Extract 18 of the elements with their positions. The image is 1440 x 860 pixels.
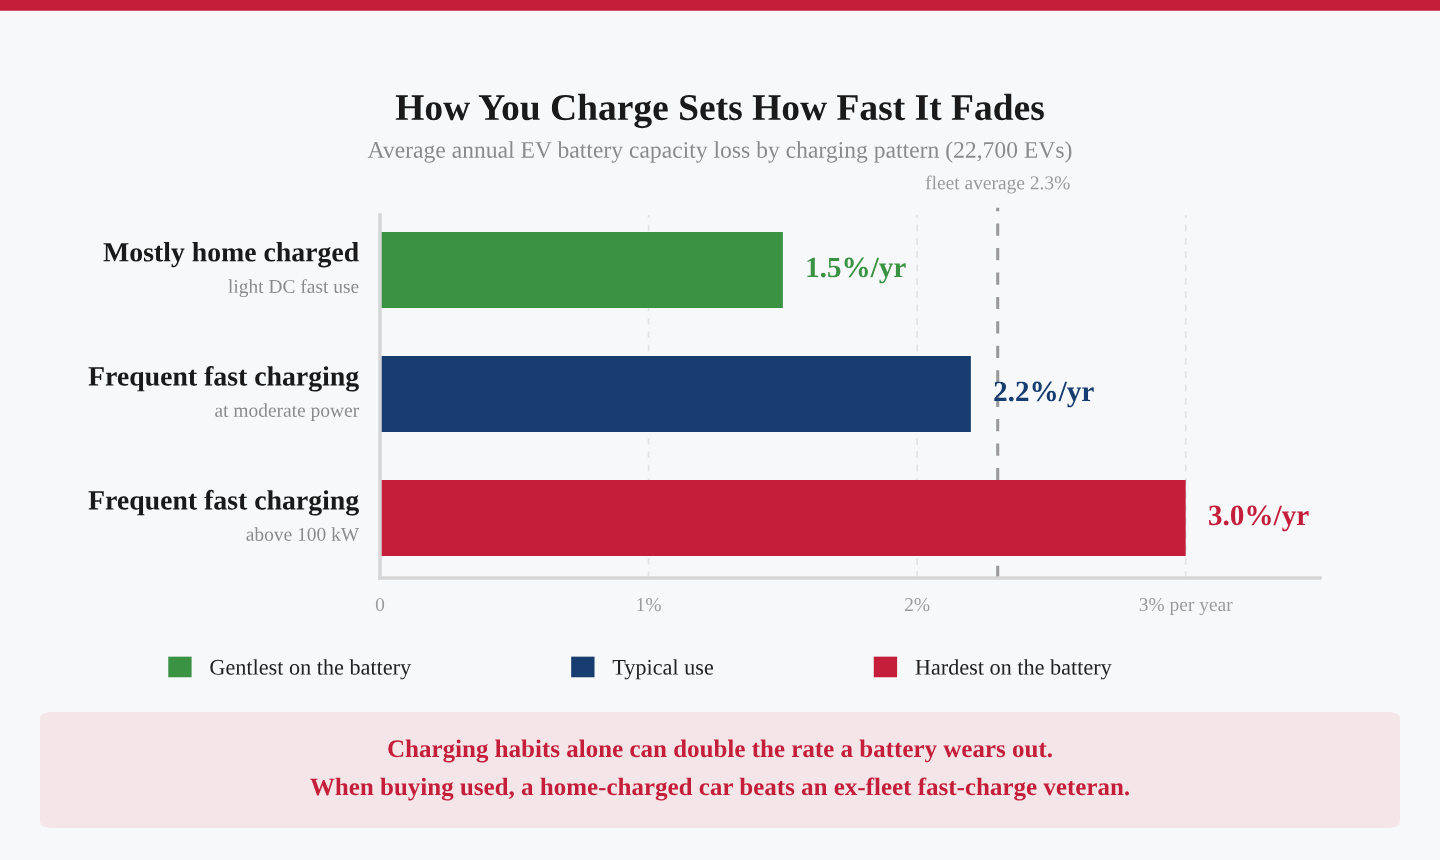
y-tick-label: Frequent fast charging at moderate power xyxy=(88,365,359,421)
x-tick-label: 0 xyxy=(375,598,385,612)
legend-label: Typical use xyxy=(612,659,714,680)
data-label: 3.0%/yr xyxy=(1209,505,1309,532)
chart-title: How You Charge Sets How Fast It Fades xyxy=(395,93,1044,129)
legend-label: Gentlest on the battery xyxy=(210,659,412,680)
data-label: 2.2%/yr xyxy=(994,381,1094,408)
chart-subtitle: Average annual EV battery capacity loss by charging pattern (22,700 EVs) xyxy=(367,141,1072,163)
data-label: 1.5%/yr xyxy=(807,257,906,284)
ref-line-label: fleet average 2.3% xyxy=(925,175,1070,194)
text: Charging habits alone can double the rate a battery wears out. xyxy=(388,739,1052,763)
legend-label: Hardest on the battery xyxy=(915,659,1112,680)
x-tick-label: 2% xyxy=(905,598,930,612)
x-tick-label: 1% xyxy=(637,598,661,612)
text: When buying used, a home-charged car beats an ex-fleet fast-charge veteran. xyxy=(310,777,1130,801)
x-tick-label: 3% per year xyxy=(1139,597,1233,616)
y-tick-label: Mostly home charged light DC fast use xyxy=(103,242,359,298)
y-tick-label: Frequent fast charging above 100 kW xyxy=(88,489,360,542)
